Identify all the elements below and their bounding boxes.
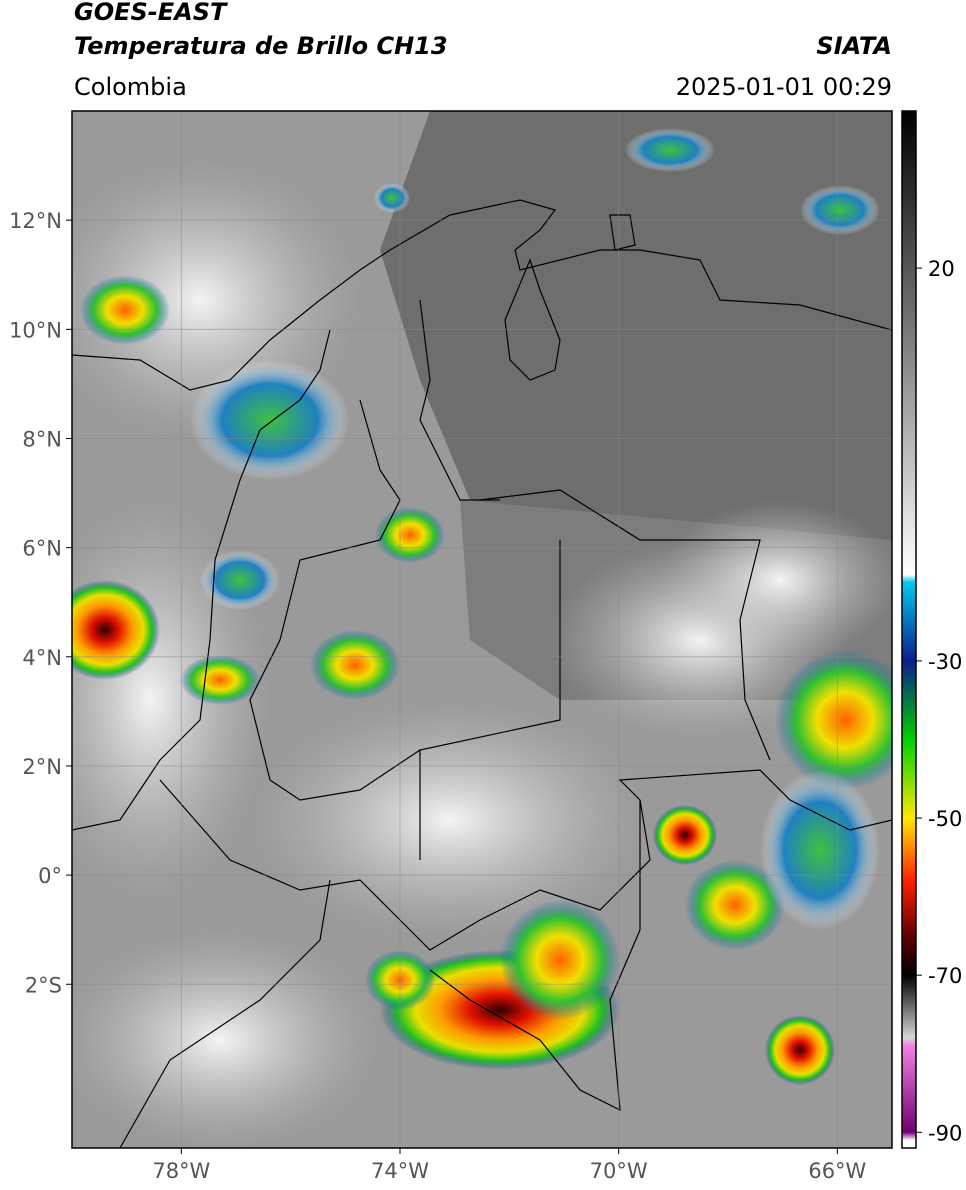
y-tick-label: 8°N bbox=[22, 427, 62, 451]
y-tick-label: 0° bbox=[38, 864, 62, 888]
grid bbox=[72, 111, 892, 1148]
subtitle: Temperatura de Brillo CH13 bbox=[74, 32, 448, 60]
y-tick-label: 2°N bbox=[22, 755, 62, 779]
y-tick-label: 2°S bbox=[25, 973, 62, 997]
colorbar-scale bbox=[901, 110, 917, 1149]
colorbar-tick-label: -70 bbox=[928, 964, 962, 988]
y-tick-label: 6°N bbox=[22, 537, 62, 561]
x-tick-label: 74°W bbox=[371, 1159, 429, 1183]
colorbar: 20 -30 -50 -70 -90 bbox=[901, 110, 962, 1149]
satellite-image bbox=[72, 111, 892, 1148]
timestamp: 2025-01-01 00:29 bbox=[676, 73, 892, 101]
x-tick-label: 78°W bbox=[152, 1159, 210, 1183]
colorbar-tick-label: -50 bbox=[928, 807, 962, 831]
colorbar-tick-label: -90 bbox=[928, 1121, 962, 1145]
colorbar-tick-label: 20 bbox=[928, 257, 955, 281]
source: SIATA bbox=[816, 32, 892, 60]
y-tick-label: 10°N bbox=[9, 318, 62, 342]
x-tick-label: 70°W bbox=[590, 1159, 648, 1183]
title: GOES-EAST bbox=[74, 0, 228, 26]
axes: 78°W 74°W 70°W 66°W 12°N 10°N 8°N 6°N 4°N 2°N 0° 2°… bbox=[9, 209, 866, 1183]
y-tick-label: 4°N bbox=[22, 646, 62, 670]
y-tick-label: 12°N bbox=[9, 209, 62, 233]
region: Colombia bbox=[74, 73, 187, 101]
map-frame bbox=[71, 110, 893, 1149]
x-tick-label: 66°W bbox=[808, 1159, 866, 1183]
colorbar-tick-label: -30 bbox=[928, 650, 962, 674]
